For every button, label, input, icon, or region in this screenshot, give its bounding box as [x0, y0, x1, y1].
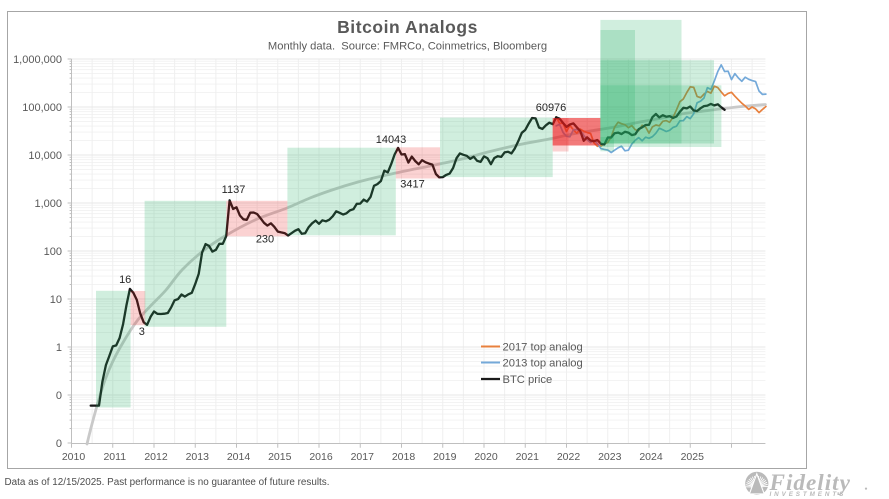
svg-text:2014: 2014 — [227, 451, 251, 463]
svg-text:2025: 2025 — [681, 451, 705, 463]
svg-text:2010: 2010 — [62, 451, 86, 463]
svg-text:3417: 3417 — [400, 179, 424, 191]
svg-text:2024: 2024 — [639, 451, 663, 463]
svg-text:1,000: 1,000 — [34, 198, 62, 210]
svg-text:100: 100 — [44, 246, 62, 258]
svg-text:2013 top analog: 2013 top analog — [503, 358, 583, 370]
svg-text:2017 top analog: 2017 top analog — [503, 342, 583, 354]
svg-text:16: 16 — [119, 274, 131, 286]
svg-text:2018: 2018 — [392, 451, 416, 463]
svg-text:10,000: 10,000 — [28, 150, 62, 162]
svg-text:2013: 2013 — [186, 451, 210, 463]
svg-text:Monthly data. Source: FMRCo,: Monthly data. Source: FMRCo, Coinmetrics… — [268, 41, 547, 53]
svg-text:BTC price: BTC price — [503, 374, 553, 386]
svg-text:2020: 2020 — [474, 451, 498, 463]
svg-text:1,000,000: 1,000,000 — [13, 54, 62, 66]
svg-text:Fidelity: Fidelity — [769, 470, 851, 496]
svg-text:2016: 2016 — [309, 451, 333, 463]
svg-text:2022: 2022 — [557, 451, 581, 463]
svg-text:1137: 1137 — [222, 184, 246, 196]
svg-text:INVESTMENTS: INVESTMENTS — [770, 491, 847, 498]
svg-text:Bitcoin Analogs: Bitcoin Analogs — [337, 17, 478, 37]
svg-text:2011: 2011 — [103, 451, 126, 463]
svg-text:Data as of 12/15/2025. Past pe: Data as of 12/15/2025. Past performance … — [5, 477, 330, 488]
svg-text:60976: 60976 — [536, 102, 567, 114]
svg-text:0: 0 — [56, 438, 62, 450]
svg-text:10: 10 — [50, 294, 62, 306]
svg-text:230: 230 — [256, 234, 274, 246]
svg-text:100,000: 100,000 — [22, 102, 62, 114]
svg-text:0: 0 — [56, 390, 62, 402]
svg-text:3: 3 — [139, 326, 145, 338]
svg-text:2019: 2019 — [433, 451, 457, 463]
svg-text:2012: 2012 — [144, 451, 168, 463]
svg-text:1: 1 — [56, 342, 62, 354]
svg-text:14043: 14043 — [376, 134, 407, 146]
svg-text:2023: 2023 — [598, 451, 622, 463]
svg-text:2021: 2021 — [516, 451, 540, 463]
svg-text:2015: 2015 — [268, 451, 292, 463]
svg-text:2017: 2017 — [351, 451, 375, 463]
